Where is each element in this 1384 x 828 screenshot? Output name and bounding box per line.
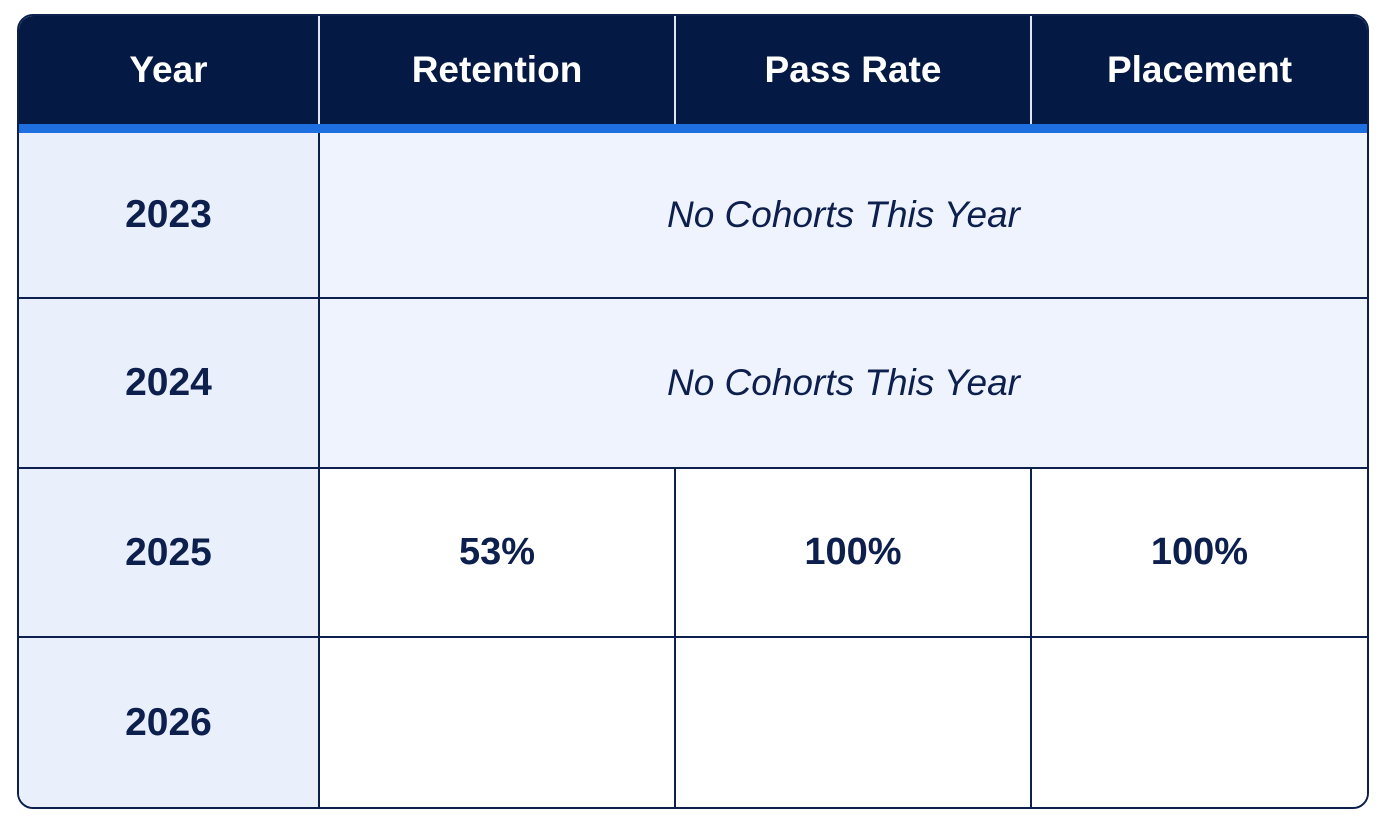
table-row: 2023 No Cohorts This Year: [19, 128, 1367, 299]
header-year: Year: [19, 16, 319, 133]
placement-cell: 100%: [1030, 466, 1367, 638]
table-row: 2026: [19, 636, 1367, 807]
header-row: Year Retention Pass Rate Placement: [19, 16, 1367, 133]
header-placement: Placement: [1030, 16, 1367, 133]
no-cohorts-note: No Cohorts This Year: [318, 128, 1367, 299]
table-row: 2025 53% 100% 100%: [19, 466, 1367, 638]
retention-cell: 53%: [318, 466, 675, 638]
year-cell: 2024: [19, 297, 319, 468]
outcomes-table: Year Retention Pass Rate Placement 2023 …: [19, 16, 1367, 807]
pass-rate-cell: 100%: [674, 466, 1031, 638]
no-cohorts-note: No Cohorts This Year: [318, 297, 1367, 468]
header-retention: Retention: [318, 16, 675, 133]
year-cell: 2026: [19, 636, 319, 807]
header-pass-rate: Pass Rate: [674, 16, 1031, 133]
pass-rate-cell: [674, 636, 1031, 807]
table-row: 2024 No Cohorts This Year: [19, 297, 1367, 468]
placement-cell: [1030, 636, 1367, 807]
year-cell: 2023: [19, 128, 319, 299]
outcomes-table-container: Year Retention Pass Rate Placement 2023 …: [17, 14, 1369, 809]
year-cell: 2025: [19, 466, 319, 638]
retention-cell: [318, 636, 675, 807]
